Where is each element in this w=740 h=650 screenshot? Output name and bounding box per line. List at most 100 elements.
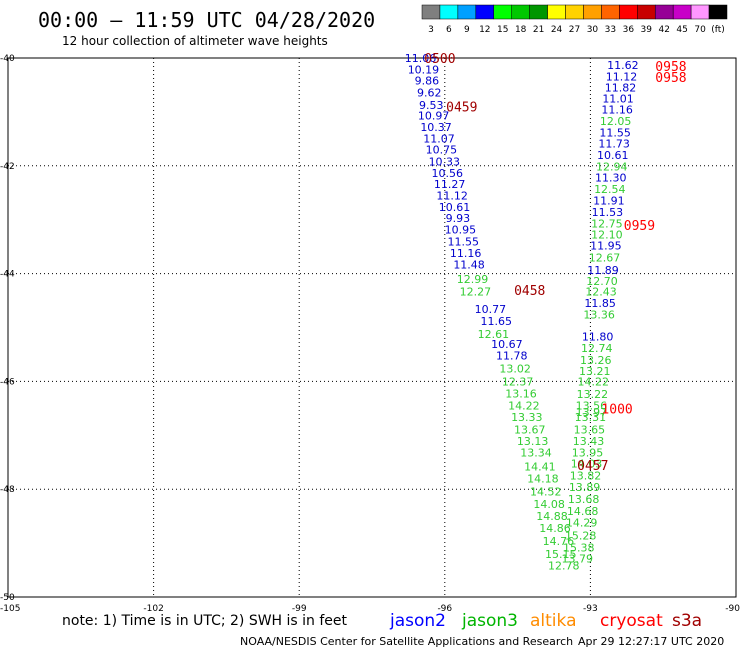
colorbar-swatch: [439, 4, 459, 20]
jason2-value-label: 10.67: [491, 338, 523, 351]
plot-border: [7, 57, 737, 598]
colorbar-swatch: [475, 4, 495, 20]
jason2-value-label: 10.97: [418, 110, 450, 123]
jason3-value-label: 13.97: [576, 406, 608, 419]
legend-s3a: s3a: [672, 611, 702, 631]
colorbar-label: 12: [479, 25, 490, 35]
colorbar-swatch: [654, 4, 674, 20]
s3a-time-label: 0459: [446, 101, 477, 116]
colorbar-label: 21: [533, 25, 544, 35]
credit-text: NOAA/NESDIS Center for Satellite Applica…: [240, 635, 573, 648]
jason3-value-label: 14.08: [533, 498, 565, 511]
jason2-value-label: 11.12: [606, 70, 638, 83]
x-tick-label: -99: [292, 604, 307, 614]
jason3-value-label: 12.75: [591, 217, 623, 230]
jason3-value-label: 12.27: [460, 285, 492, 298]
jason3-value-label: 12.61: [478, 328, 510, 341]
jason2-value-label: 11.07: [423, 132, 455, 145]
colorbar-label: 39: [641, 25, 653, 35]
jason2-value-label: 10.56: [431, 167, 463, 180]
colorbar-label: 9: [464, 25, 470, 35]
jason3-value-label: 13.36: [583, 309, 615, 322]
jason3-value-label: 15.15: [545, 548, 577, 561]
jason3-value-label: 12.05: [600, 115, 632, 128]
jason3-value-label: 13.31: [575, 411, 607, 424]
jason3-value-label: 14.22: [508, 400, 540, 413]
jason3-value-label: 14.68: [567, 505, 599, 518]
plot-area: [7, 57, 737, 598]
jason3-value-label: 13.68: [568, 493, 600, 506]
colorbar-swatch: [529, 4, 548, 20]
jason2-value-label: 11.95: [590, 240, 622, 253]
y-tick-label: -44: [0, 270, 15, 280]
colorbar-label: 33: [605, 25, 616, 35]
colorbar-label: 70: [694, 25, 706, 35]
jason3-value-label: 12.54: [594, 183, 626, 196]
colorbar-swatch: [708, 4, 728, 20]
jason3-value-label: 12.10: [591, 228, 623, 241]
legend-jason3: jason3: [461, 611, 518, 631]
jason3-value-label: 13.79: [562, 553, 594, 566]
jason2-value-label: 11.16: [601, 104, 633, 117]
jason3-value-label: 14.03: [571, 457, 603, 470]
s3a-time-label: 0458: [514, 284, 545, 299]
chart-title: 00:00 – 11:59 UTC 04/28/2020: [38, 8, 375, 32]
satellite-legend: jason2 jason3 altika cryosat s3a: [389, 611, 702, 631]
colorbar-swatch: [511, 4, 530, 20]
colorbar-swatch: [421, 4, 441, 20]
cryosat-time-label: 0959: [624, 219, 655, 234]
jason2-value-label: 9.53: [419, 99, 444, 112]
colorbar-swatch: [690, 4, 710, 20]
jason3-value-label: 14.76: [543, 535, 575, 548]
jason3-value-label: 12.74: [581, 342, 613, 355]
colorbar-label: 3: [428, 25, 434, 35]
jason3-value-label: 14.22: [578, 375, 610, 388]
jason2-value-label: 11.55: [599, 126, 631, 139]
colorbar-swatch: [672, 4, 692, 20]
jason3-value-label: 13.16: [505, 387, 537, 400]
jason3-value-label: 13.89: [569, 481, 601, 494]
jason2-value-label: 11.78: [496, 350, 528, 363]
jason3-value-label: 15.28: [565, 530, 597, 543]
jason2-value-label: 11.73: [598, 138, 630, 151]
colorbar-swatch: [493, 4, 512, 20]
jason2-value-label: 11.85: [584, 297, 616, 310]
legend-cryosat: cryosat: [600, 611, 663, 631]
y-tick-label: -46: [0, 377, 15, 387]
colorbar-label: 42: [658, 25, 669, 35]
jason2-value-label: 9.62: [417, 86, 442, 99]
jason3-value-label: 13.21: [579, 365, 611, 378]
colorbar-label: 6: [446, 25, 452, 35]
x-tick-label: -105: [0, 604, 20, 614]
colorbar-label: 36: [623, 25, 635, 35]
jason2-value-label: 10.37: [420, 121, 452, 134]
note-text: note: 1) Time is in UTC; 2) SWH is in fe…: [62, 613, 348, 629]
jason2-value-label: 11.53: [592, 206, 624, 219]
jason2-value-label: 11.55: [447, 235, 479, 248]
colorbar: 3 6 9 12 15 18 21 24 27 30 33 36 39 42 45 70 (ft): [421, 4, 728, 35]
chart-subtitle: 12 hour collection of altimeter wave hei…: [62, 34, 328, 48]
jason3-value-label: 13.22: [577, 388, 609, 401]
y-tick-label: -50: [0, 593, 15, 603]
jason2-value-label: 10.95: [445, 223, 477, 236]
colorbar-label: 30: [587, 25, 599, 35]
jason2-value-label: 11.12: [436, 189, 468, 202]
jason3-value-label: 13.43: [573, 435, 605, 448]
jason3-value-label: 12.94: [596, 160, 628, 173]
jason2-value-label: 11.01: [602, 92, 634, 105]
legend-altika: altika: [530, 611, 577, 631]
jason2-value-label: 10.75: [426, 144, 458, 157]
jason2-value-label: 10.77: [475, 303, 507, 316]
jason3-value-label: 13.65: [574, 423, 606, 436]
jason3-value-label: 12.43: [585, 285, 617, 298]
x-tick-label: -96: [437, 604, 452, 614]
jason2-value-label: 11.06: [405, 52, 437, 65]
jason2-value-label: 9.93: [446, 212, 471, 225]
timestamp-text: Apr 29 12:27:17 UTC 2020: [578, 635, 724, 648]
jason3-value-label: 13.33: [511, 411, 543, 424]
y-tick-label: -40: [0, 54, 15, 64]
colorbar-swatch: [547, 4, 566, 20]
grid: [8, 58, 736, 597]
cryosat-time-label: 0958: [655, 60, 686, 75]
